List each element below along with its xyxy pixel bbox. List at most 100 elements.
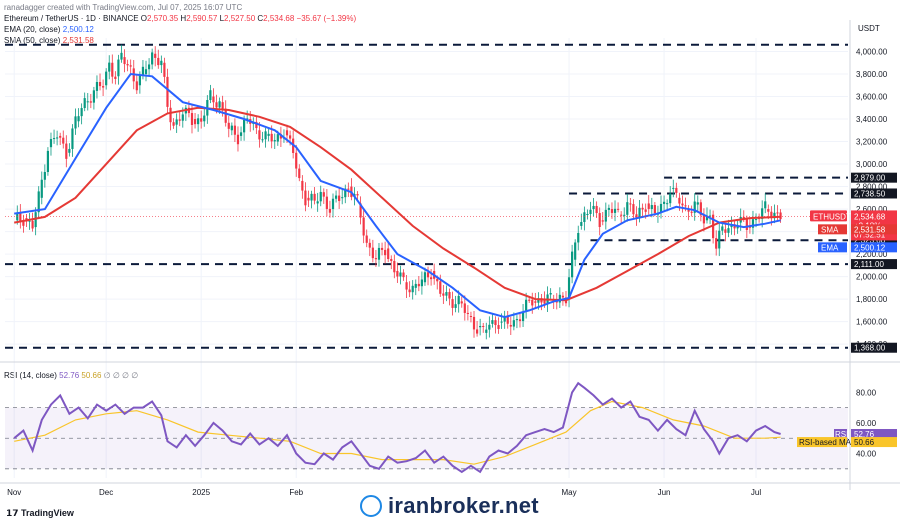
- candle-body: [595, 205, 598, 214]
- price-tick-label: 4,000.00: [856, 48, 888, 57]
- price-tick-label: 2,200.00: [856, 250, 888, 259]
- time-tick-label: Jun: [658, 488, 671, 497]
- candle-body: [298, 168, 301, 179]
- candle-body: [616, 208, 620, 210]
- candle-body: [65, 143, 68, 159]
- candle-body: [151, 52, 154, 65]
- price-series: [5, 44, 848, 340]
- candle-body: [751, 219, 755, 228]
- candle-body: [472, 316, 476, 330]
- candle-body: [592, 205, 595, 210]
- candle-body: [111, 62, 114, 77]
- ema-legend-label: EMA (20, close): [4, 25, 61, 34]
- candle-body: [227, 122, 230, 129]
- price-tick-label: 1,800.00: [856, 295, 888, 304]
- ohlc-l-label: L: [219, 14, 225, 23]
- sma-legend-value: 2,531.58: [62, 36, 94, 45]
- candle-body: [479, 325, 482, 328]
- candle-body: [718, 230, 721, 249]
- candle-body: [212, 96, 215, 103]
- symbol-tag-label: ETHUSDT: [813, 212, 851, 221]
- rsi-ma-value-label: 50.66: [854, 438, 875, 447]
- candle-body: [439, 281, 442, 294]
- candle-body: [304, 190, 307, 206]
- candle-body: [574, 242, 577, 260]
- time-tick-label: Jul: [751, 488, 761, 497]
- candle-body: [62, 137, 65, 144]
- level-tag-label: 2,111.00: [854, 260, 885, 269]
- candle-body: [40, 179, 43, 198]
- rsi-ma-name-label: RSI-based MA: [799, 438, 852, 447]
- sma-legend[interactable]: SMA (50, close) 2,531.58: [4, 36, 94, 45]
- level-tag-label: 2,738.50: [854, 189, 886, 198]
- price-tick-label: 3,600.00: [856, 93, 888, 102]
- indicator-name-tag: [818, 224, 847, 235]
- candle-body: [233, 125, 237, 135]
- candle-body: [411, 285, 414, 293]
- candle-body: [629, 203, 632, 205]
- candle-body: [236, 134, 240, 145]
- candle-body: [49, 139, 53, 148]
- candle-body: [420, 279, 424, 287]
- candle-body: [445, 292, 448, 296]
- candle-body: [141, 66, 145, 75]
- candle-body: [316, 201, 319, 204]
- candle-body: [436, 278, 439, 282]
- candle-body: [623, 214, 626, 216]
- candle-body: [221, 102, 224, 109]
- candle-body: [534, 301, 537, 303]
- candle-body: [169, 107, 172, 123]
- candle-body: [384, 249, 387, 256]
- candle-body: [181, 114, 184, 121]
- tradingview-logo-icon: 𝟭𝟳: [6, 508, 22, 518]
- last-price-value: 2,534.68: [854, 212, 886, 221]
- candle-body: [313, 193, 316, 201]
- candle-body: [98, 81, 102, 87]
- candle-body: [773, 212, 776, 219]
- candle-body: [129, 65, 132, 67]
- candle-body: [319, 191, 322, 202]
- level-tag-label: 2,323.00: [854, 236, 886, 245]
- level-tag: [851, 188, 897, 199]
- sma-legend-label: SMA (50, close): [4, 36, 61, 45]
- candle-body: [362, 217, 365, 236]
- candle-body: [705, 215, 709, 221]
- rsi-name-label: RSI: [835, 430, 848, 439]
- candle-body: [417, 283, 420, 287]
- author-line: ranadagger created with TradingView.com,…: [4, 3, 243, 12]
- candle-body: [567, 277, 571, 300]
- ema-20-line: [14, 72, 781, 319]
- candle-body: [672, 187, 675, 189]
- candle-body: [426, 272, 430, 278]
- rsi-legend[interactable]: RSI (14, close) 52.76 50.66 ∅ ∅ ∅ ∅: [4, 371, 138, 380]
- candle-body: [273, 140, 276, 142]
- candle-body: [334, 195, 338, 199]
- candle-body: [537, 298, 540, 303]
- candle-body: [620, 214, 623, 216]
- candle-body: [451, 299, 454, 308]
- candle-body: [325, 196, 328, 209]
- symbol-name[interactable]: Ethereum / TetherUS · 1D · BINANCE: [4, 14, 139, 23]
- candle-body: [555, 301, 558, 303]
- candle-body: [662, 201, 666, 204]
- support-resistance-levels: [5, 43, 848, 349]
- candle-body: [255, 121, 258, 129]
- ema-legend[interactable]: EMA (20, close) 2,500.12: [4, 25, 94, 34]
- candle-body: [589, 209, 592, 214]
- price-tick-label: 1,600.00: [856, 318, 888, 327]
- ema-legend-value: 2,500.12: [62, 25, 94, 34]
- candle-body: [488, 324, 491, 330]
- candle-body: [708, 215, 712, 217]
- candle-body: [307, 197, 310, 201]
- time-tick-label: Feb: [289, 488, 303, 497]
- candle-body: [442, 293, 445, 296]
- candle-body: [276, 134, 279, 142]
- candle-body: [193, 119, 197, 125]
- candle-body: [203, 115, 206, 122]
- candle-body: [402, 272, 405, 278]
- candle-body: [687, 209, 690, 212]
- candle-body: [626, 202, 629, 215]
- candle-body: [365, 235, 368, 243]
- candle-body: [310, 193, 313, 201]
